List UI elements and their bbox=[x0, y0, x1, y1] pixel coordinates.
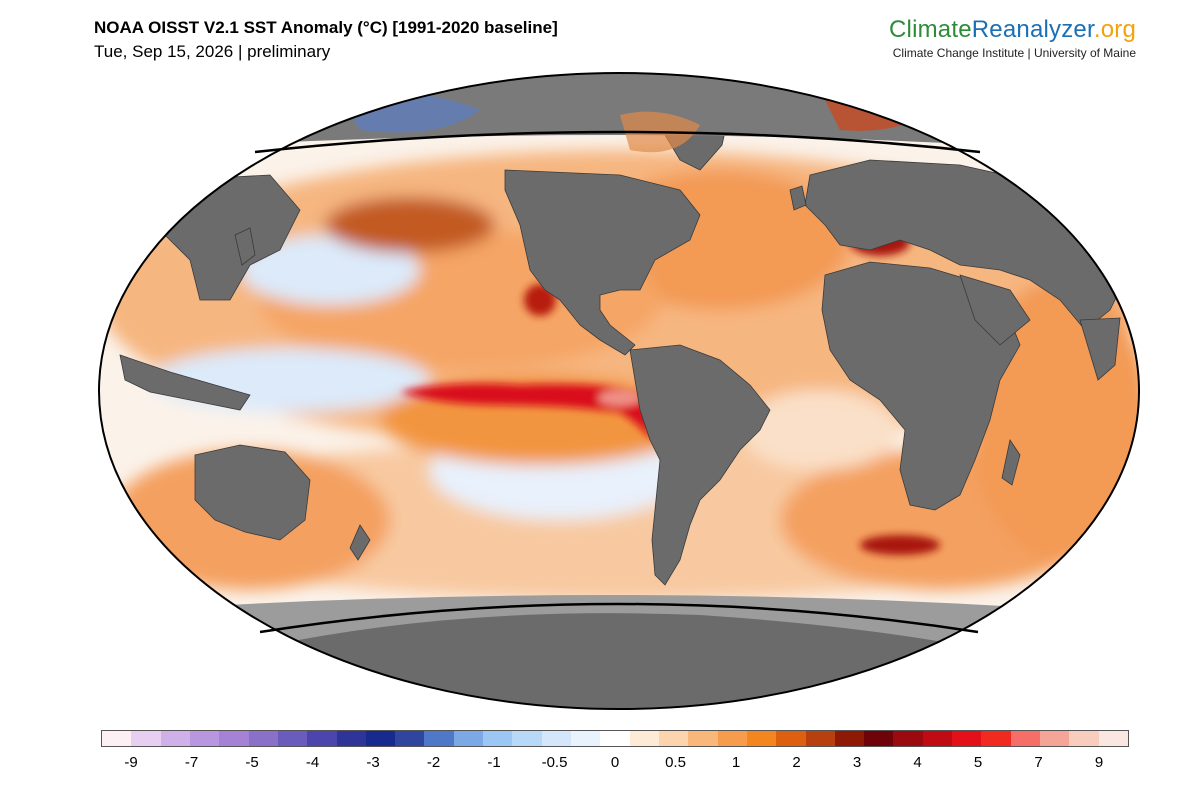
colorbar-tick-label: -0.5 bbox=[541, 754, 568, 771]
colorbar-swatch bbox=[864, 731, 894, 746]
colorbar-tick-label: -2 bbox=[426, 754, 441, 771]
map-date: Tue, Sep 15, 2026 | preliminary bbox=[94, 42, 331, 61]
colorbar-swatch bbox=[1069, 731, 1099, 746]
antarctic-cut-line bbox=[259, 602, 979, 634]
colorbar-swatch bbox=[248, 731, 278, 746]
colorbar-tick-label: 7 bbox=[1034, 754, 1043, 771]
colorbar-tick-label: 0.5 bbox=[665, 754, 686, 771]
colorbar-tick-label: -1 bbox=[487, 754, 501, 771]
colorbar-tick-label: -9 bbox=[124, 754, 138, 771]
colorbar-swatch bbox=[189, 731, 220, 746]
north-america bbox=[504, 169, 701, 356]
colorbar-tick-label: -3 bbox=[366, 754, 380, 771]
colorbar-swatch bbox=[160, 731, 190, 746]
colorbar-swatch bbox=[776, 731, 806, 746]
arctic-cut-line bbox=[254, 130, 981, 154]
colorbar-swatch bbox=[1010, 731, 1040, 746]
arabian-peninsula bbox=[959, 274, 1031, 346]
antarctic-band bbox=[99, 595, 1139, 709]
colorbar-swatch bbox=[805, 731, 835, 746]
colorbar-swatch bbox=[277, 731, 308, 746]
colorbar-swatch bbox=[1098, 731, 1128, 746]
colorbar-swatch bbox=[834, 731, 865, 746]
colorbar-tick-label: 2 bbox=[792, 754, 801, 771]
colorbar-swatch bbox=[512, 731, 542, 746]
colorbar-swatch bbox=[688, 731, 718, 746]
colorbar-swatch bbox=[307, 731, 337, 746]
colorbar-swatch bbox=[658, 731, 689, 746]
colorbar-tick-label: 5 bbox=[973, 754, 983, 771]
colorbar-swatch bbox=[541, 731, 571, 746]
logo-part-org: .org bbox=[1093, 16, 1136, 43]
australia bbox=[194, 444, 311, 541]
colorbar-swatch bbox=[453, 731, 484, 746]
new-zealand bbox=[349, 524, 371, 561]
colorbar-swatch bbox=[746, 731, 777, 746]
colorbar bbox=[101, 730, 1129, 747]
colorbar-swatch bbox=[483, 731, 513, 746]
japan bbox=[234, 227, 256, 266]
colorbar-tick-label: 4 bbox=[913, 754, 922, 771]
colorbar-swatch bbox=[629, 731, 659, 746]
sst-anomaly-map bbox=[98, 72, 1140, 710]
colorbar-swatch bbox=[424, 731, 454, 746]
colorbar-swatch bbox=[922, 731, 953, 746]
colorbar-swatch bbox=[952, 731, 982, 746]
colorbar-swatch bbox=[131, 731, 161, 746]
colorbar-tick-label: -7 bbox=[184, 754, 199, 771]
logo-tagline: Climate Change Institute | University of… bbox=[892, 46, 1136, 60]
colorbar-swatch bbox=[365, 731, 396, 746]
colorbar-swatch bbox=[600, 731, 630, 746]
colorbar-tick-label: 0 bbox=[610, 754, 620, 771]
colorbar-swatch bbox=[981, 731, 1011, 746]
colorbar-tick-label: 1 bbox=[731, 754, 741, 771]
colorbar-swatch bbox=[219, 731, 249, 746]
south-america bbox=[629, 344, 771, 586]
colorbar-swatch bbox=[717, 731, 747, 746]
colorbar-tick-label: -5 bbox=[245, 754, 259, 771]
indonesia-islands bbox=[119, 354, 251, 411]
colorbar-swatch bbox=[336, 731, 366, 746]
colorbar-swatch bbox=[893, 731, 923, 746]
logo-part-climate: Climate bbox=[889, 16, 972, 43]
colorbar-swatch bbox=[1040, 731, 1070, 746]
colorbar-tick-label: 9 bbox=[1094, 754, 1104, 771]
logo-part-reanalyzer: Reanalyzer bbox=[971, 16, 1094, 43]
madagascar bbox=[1001, 438, 1021, 486]
map-title: NOAA OISST V2.1 SST Anomaly (°C) [1991-2… bbox=[94, 18, 558, 37]
indian-subcontinent bbox=[1079, 317, 1121, 381]
globe-outline bbox=[98, 72, 1140, 710]
uk-islands bbox=[789, 185, 807, 211]
colorbar-swatch bbox=[102, 731, 132, 746]
colorbar-swatch bbox=[571, 731, 601, 746]
colorbar-swatch bbox=[395, 731, 425, 746]
climate-reanalyzer-logo[interactable]: ClimateReanalyzer.org Climate Change Ins… bbox=[889, 16, 1136, 60]
colorbar-tick-label: 3 bbox=[852, 754, 862, 771]
colorbar-tick-label: -4 bbox=[305, 754, 320, 771]
